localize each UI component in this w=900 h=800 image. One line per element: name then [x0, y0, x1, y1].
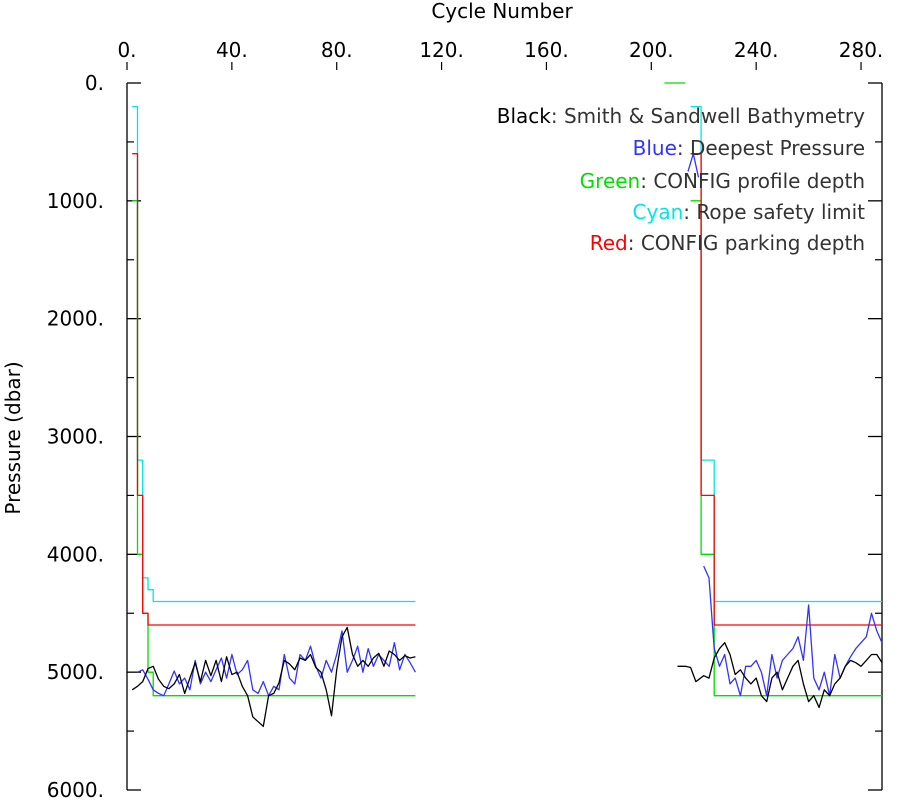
series-deepest-pressure-line	[687, 153, 700, 178]
series-layer	[131, 82, 883, 728]
y-tick-label: 3000.	[47, 425, 104, 449]
legend-description: : CONFIG parking depth	[628, 231, 865, 255]
legend-color-word: Blue	[633, 136, 677, 160]
series-config-profile-depth-line	[132, 200, 416, 697]
y-tick-label: 5000.	[47, 660, 104, 684]
series-config-profile-depth-line	[690, 200, 882, 697]
x-tick-label: 0.	[117, 38, 136, 62]
legend: Black: Smith & Sandwell BathymetryBlue: …	[497, 104, 865, 255]
legend-description: : Smith & Sandwell Bathymetry	[551, 104, 865, 128]
legend-color-word: Red	[590, 231, 628, 255]
x-tick-label: 240.	[734, 38, 779, 62]
y-axis-title: Pressure (dbar)	[1, 361, 25, 514]
y-tick-label: 4000.	[47, 542, 104, 566]
legend-entry: Green: CONFIG profile depth	[580, 169, 865, 193]
legend-entry: Cyan: Rope safety limit	[633, 200, 866, 224]
legend-color-word: Cyan	[633, 200, 684, 224]
y-tick-label: 1000.	[47, 189, 104, 213]
series-rope-safety-limit-line	[132, 105, 416, 603]
legend-entry: Blue: Deepest Pressure	[633, 136, 865, 160]
series-config-parking-depth-line	[132, 153, 416, 626]
legend-description: : CONFIG profile depth	[640, 169, 865, 193]
x-axis-title: Cycle Number	[431, 0, 573, 23]
series-rope-safety-limit-line	[690, 105, 882, 603]
x-tick-label: 160.	[524, 38, 569, 62]
legend-description: : Rope safety limit	[683, 200, 865, 224]
y-tick-label: 0.	[85, 71, 104, 95]
x-tick-label: 280.	[839, 38, 884, 62]
legend-color-word: Green	[580, 169, 641, 193]
series-deepest-pressure-line	[137, 630, 416, 697]
legend-description: : Deepest Pressure	[677, 136, 865, 160]
series-smith-sandwell-bathymetry-line	[677, 642, 883, 709]
legend-color-word: Black	[497, 104, 552, 128]
series-deepest-pressure-line	[703, 565, 883, 697]
x-tick-label: 120.	[419, 38, 464, 62]
legend-entry: Red: CONFIG parking depth	[590, 231, 865, 255]
x-tick-label: 40.	[216, 38, 248, 62]
x-tick-label: 80.	[321, 38, 353, 62]
labels-layer: 0. 1000. 2000. 3000. 4000. 5000. 6000. 0. 40. 80.…	[47, 38, 884, 800]
series-config-parking-depth-line	[690, 153, 882, 626]
x-tick-label: 200.	[629, 38, 674, 62]
axis-ticks	[126, 62, 882, 791]
y-tick-label: 6000.	[47, 778, 104, 800]
legend-entry: Black: Smith & Sandwell Bathymetry	[497, 104, 865, 128]
y-tick-label: 2000.	[47, 307, 104, 331]
series-smith-sandwell-bathymetry-line	[131, 626, 416, 728]
